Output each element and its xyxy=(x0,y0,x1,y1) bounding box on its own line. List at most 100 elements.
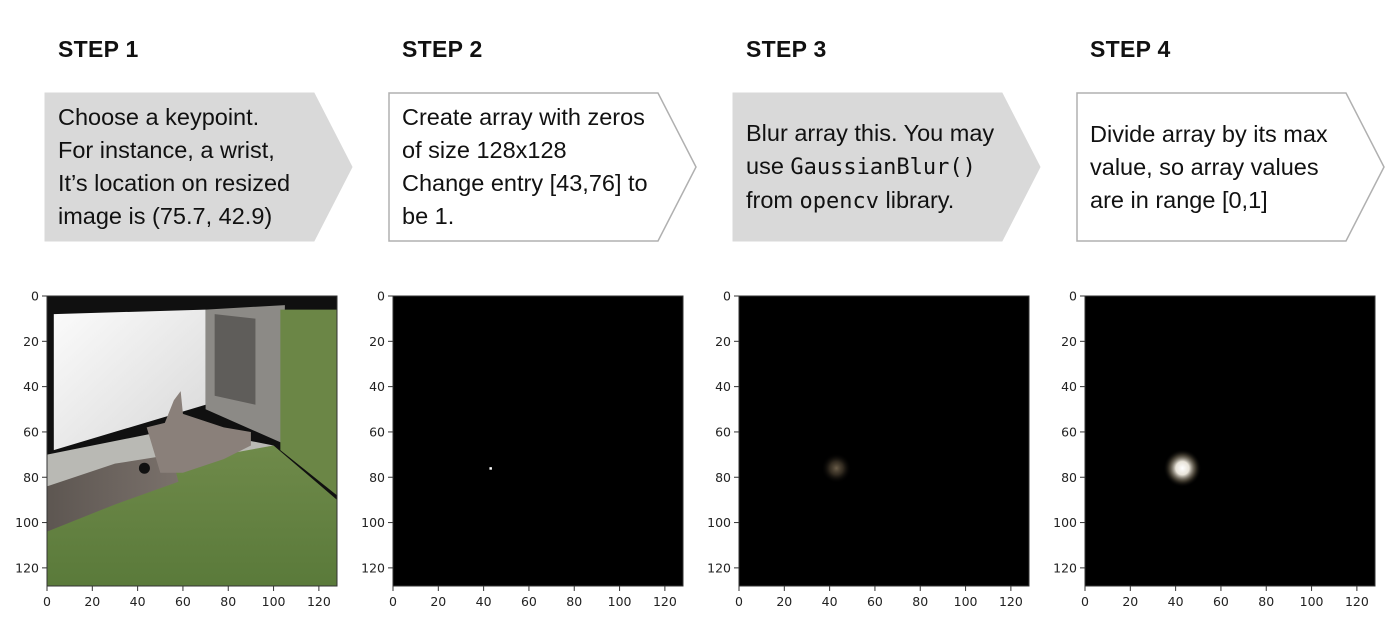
photo-arm xyxy=(47,454,179,532)
x-tick-label: 100 xyxy=(1300,594,1324,609)
x-tick-label: 20 xyxy=(1122,594,1138,609)
axes-frame xyxy=(738,295,1030,587)
step-2-line-2: of size 128x128 xyxy=(402,137,567,163)
x-tick-label: 40 xyxy=(1168,594,1184,609)
y-tick-label: 0 xyxy=(377,289,385,304)
point-array-plot: 0 20 40 60 80 100 120 0 20 40 60 80 100 120 xyxy=(361,289,684,609)
heatmap-background xyxy=(393,296,683,586)
step-3-panel: 0 20 40 60 80 100 120 0 20 40 60 80 100 120 xyxy=(692,286,1042,626)
x-tick-label: 80 xyxy=(220,594,236,609)
gaussian-blur-code: GaussianBlur() xyxy=(790,154,976,180)
step-3-arrow-shape xyxy=(732,92,1041,242)
step-2-title: STEP 2 xyxy=(402,36,483,62)
y-tick-label: 60 xyxy=(715,424,731,439)
photo-door-shadow xyxy=(214,314,256,405)
x-tick-label: 120 xyxy=(1345,594,1369,609)
normalized-spot xyxy=(1163,449,1202,488)
x-tick-label: 60 xyxy=(1213,594,1229,609)
photo-wall xyxy=(53,309,206,451)
y-tick-label: 120 xyxy=(15,560,39,575)
x-tick-label: 40 xyxy=(130,594,146,609)
step-3-line-2: use GaussianBlur() xyxy=(746,150,1016,184)
step-4-line-3: are in range [0,1] xyxy=(1090,186,1268,213)
x-tick-label: 0 xyxy=(735,594,743,609)
x-tick-label: 100 xyxy=(608,594,632,609)
y-tick-label: 80 xyxy=(23,470,39,485)
y-tick-label: 20 xyxy=(23,334,39,349)
x-tick-label: 40 xyxy=(822,594,838,609)
y-tick-label: 120 xyxy=(361,560,385,575)
x-tick-label: 20 xyxy=(430,594,446,609)
y-tick-label: 40 xyxy=(1061,379,1077,394)
y-tick-label: 40 xyxy=(715,379,731,394)
photo-plot: 0 20 40 60 80 100 120 0 20 40 60 80 100 120 xyxy=(15,289,338,609)
heatmap-background xyxy=(739,296,1029,586)
y-tick-label: 20 xyxy=(369,334,385,349)
step-4-arrow-shape xyxy=(1076,92,1385,242)
step-2-line-1: Create array with zeros xyxy=(402,104,645,130)
step-1-line-4: image is (75.7, 42.9) xyxy=(58,203,273,229)
step-2-line-4: be 1. xyxy=(402,203,455,229)
step-3-line-3-text: from xyxy=(746,186,800,213)
step-3-title: STEP 3 xyxy=(746,36,827,62)
x-tick-label: 0 xyxy=(43,594,51,609)
x-tick-label: 60 xyxy=(867,594,883,609)
blurred-spot xyxy=(821,453,852,484)
step-3-text: Blur array this. You may use GaussianBlu… xyxy=(746,92,1016,242)
y-tick-label: 20 xyxy=(1061,334,1077,349)
y-tick-label: 0 xyxy=(31,289,39,304)
heatmap-background xyxy=(1085,296,1375,586)
axes-frame xyxy=(392,295,684,587)
axes-frame xyxy=(1084,295,1376,587)
step-3-arrow-box: Blur array this. You may use GaussianBlu… xyxy=(732,92,1042,242)
step-4-arrow-box: Divide array by its max value, so array … xyxy=(1076,92,1386,242)
x-tick-label: 20 xyxy=(776,594,792,609)
wrist-photo xyxy=(47,296,337,586)
step-3-line-1: Blur array this. You may xyxy=(746,119,995,146)
step-4-panel: 0 20 40 60 80 100 120 0 20 40 60 80 100 120 xyxy=(1038,286,1388,626)
y-tick-label: 0 xyxy=(1069,289,1077,304)
x-tick-label: 120 xyxy=(999,594,1023,609)
step-1-arrow-box: Choose a keypoint. For instance, a wrist… xyxy=(44,92,354,242)
step-1-arrow-shape xyxy=(44,92,353,242)
y-tick-label: 120 xyxy=(707,560,731,575)
photo-hand xyxy=(146,391,251,473)
y-tick-label: 100 xyxy=(361,515,385,530)
step-4-line-1: Divide array by its max xyxy=(1090,120,1328,147)
step-2-arrow-shape xyxy=(388,92,697,242)
step-3-line-3: from opencv library. xyxy=(746,184,1016,218)
step-1-line-2: For instance, a wrist, xyxy=(58,137,275,163)
y-tick-label: 40 xyxy=(369,379,385,394)
opencv-code: opencv xyxy=(799,188,880,214)
y-tick-label: 0 xyxy=(723,289,731,304)
x-tick-label: 80 xyxy=(1258,594,1274,609)
y-tick-label: 80 xyxy=(1061,470,1077,485)
normalized-array-plot: 0 20 40 60 80 100 120 0 20 40 60 80 100 120 xyxy=(1053,289,1376,609)
x-tick-label: 120 xyxy=(653,594,677,609)
y-tick-label: 120 xyxy=(1053,560,1077,575)
step-3-line-3-suffix: library. xyxy=(879,186,955,213)
x-tick-label: 100 xyxy=(954,594,978,609)
x-tick-label: 20 xyxy=(84,594,100,609)
step-1-line-1: Choose a keypoint. xyxy=(58,104,260,130)
keypoint-pixel xyxy=(489,467,492,470)
x-tick-label: 100 xyxy=(262,594,286,609)
photo-green-wall xyxy=(280,309,337,496)
x-tick-label: 60 xyxy=(175,594,191,609)
step-4-line-2: value, so array values xyxy=(1090,153,1319,180)
axes-frame xyxy=(46,295,338,587)
y-tick-label: 20 xyxy=(715,334,731,349)
x-tick-label: 60 xyxy=(521,594,537,609)
x-tick-label: 80 xyxy=(566,594,582,609)
step-1-panel: 0 20 40 60 80 100 120 0 20 40 60 80 100 120 xyxy=(0,286,350,626)
step-2-arrow-box: Create array with zeros of size 128x128 … xyxy=(388,92,698,242)
x-tick-label: 120 xyxy=(307,594,331,609)
y-tick-label: 60 xyxy=(369,424,385,439)
step-1-line-3: It’s location on resized xyxy=(58,170,291,196)
y-tick-label: 80 xyxy=(715,470,731,485)
x-tick-label: 0 xyxy=(389,594,397,609)
y-tick-label: 100 xyxy=(707,515,731,530)
x-tick-label: 0 xyxy=(1081,594,1089,609)
blurred-array-plot: 0 20 40 60 80 100 120 0 20 40 60 80 100 120 xyxy=(707,289,1030,609)
step-1-title: STEP 1 xyxy=(58,36,139,62)
